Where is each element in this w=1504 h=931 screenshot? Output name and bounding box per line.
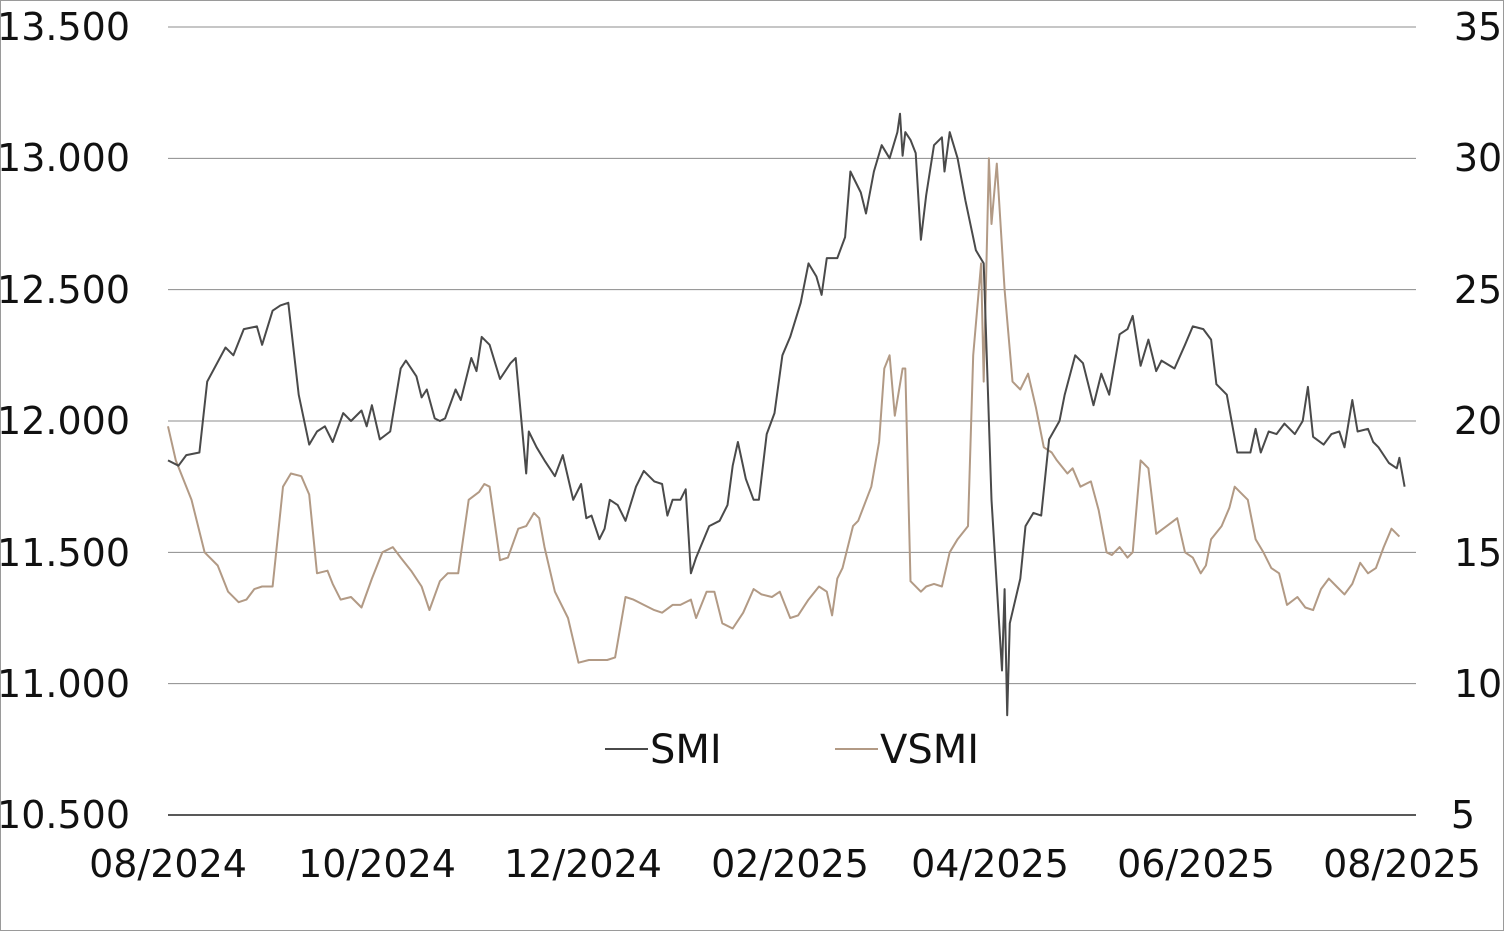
legend: SMI VSMI [605,727,979,773]
y-left-tick-label: 12.000 [0,399,130,443]
y-right-tick-label: 25 [1454,268,1502,312]
y-left-tick-label: 11.000 [0,662,130,706]
series-line-vsmi [167,157,1401,664]
y-right-tick-label: 30 [1454,136,1502,180]
y-left-tick-label: 12.500 [0,268,130,312]
x-axis: 08/2024 10/2024 12/2024 02/2025 04/2025 … [89,842,1481,886]
y-right-tick-label: 15 [1454,531,1502,575]
x-tick-label: 12/2024 [504,842,662,886]
legend-label-vsmi: VSMI [880,727,979,773]
y-right-tick-label: 10 [1454,662,1502,706]
x-tick-label: 04/2025 [911,842,1069,886]
y-right-axis: 35 30 25 20 15 10 5 [1451,5,1502,837]
y-left-tick-label: 13.000 [0,136,130,180]
x-tick-label: 08/2025 [1323,842,1481,886]
y-left-tick-label: 10.500 [0,793,130,837]
y-left-axis: 13.500 13.000 12.500 12.000 11.500 11.00… [0,5,130,837]
x-tick-label: 02/2025 [711,842,869,886]
series-layer [167,112,1406,717]
gridlines [168,26,1416,816]
x-tick-label: 08/2024 [89,842,247,886]
legend-label-smi: SMI [650,727,722,773]
y-right-tick-label: 5 [1451,793,1475,837]
y-left-tick-label: 13.500 [0,5,130,49]
x-tick-label: 10/2024 [298,842,456,886]
y-right-tick-label: 35 [1454,5,1502,49]
series-line-smi [167,112,1406,717]
y-left-tick-label: 11.500 [0,531,130,575]
x-tick-label: 06/2025 [1117,842,1275,886]
y-right-tick-label: 20 [1454,399,1502,443]
